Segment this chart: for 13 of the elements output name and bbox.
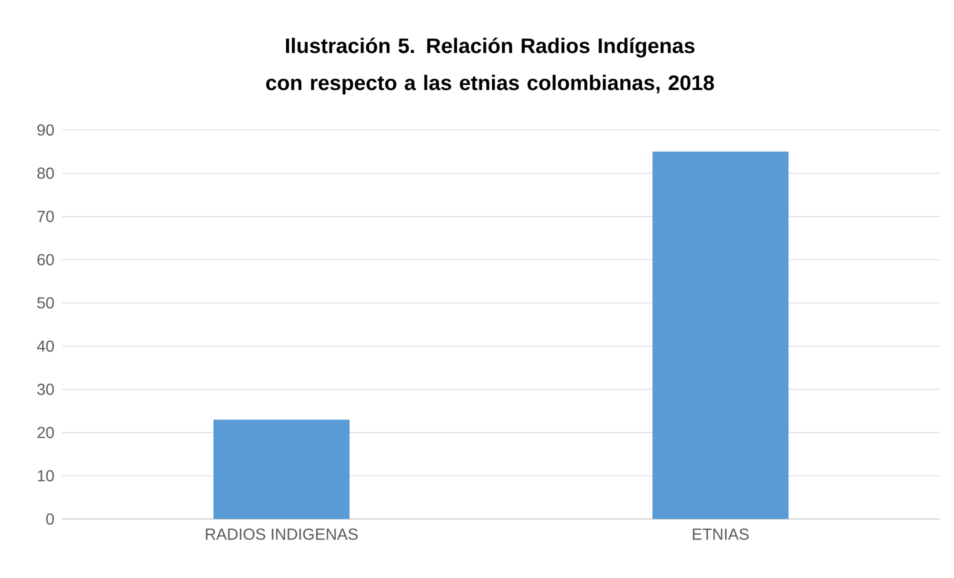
y-tick-label: 10: [38, 470, 54, 482]
y-tick-label: 80: [37, 168, 54, 179]
y-tick-label: 40: [37, 340, 54, 352]
y-tick-label: 20: [37, 426, 54, 438]
chart-title: Ilustración 5. Relación Radios Indígenas con respecto a las etnias colombianas, 2018: [266, 38, 714, 94]
y-tick-label: 0: [46, 513, 54, 525]
y-tick-label: 30: [37, 384, 54, 395]
y-tick-label: 50: [37, 297, 54, 309]
x-tick-label: RADIOS INDIGENAS: [206, 528, 358, 540]
y-tick-label: 60: [37, 254, 54, 266]
y-tick-label: 70: [37, 210, 54, 222]
x-tick-label: ETNIAS: [692, 528, 749, 540]
y-tick-label: 90: [37, 124, 54, 136]
